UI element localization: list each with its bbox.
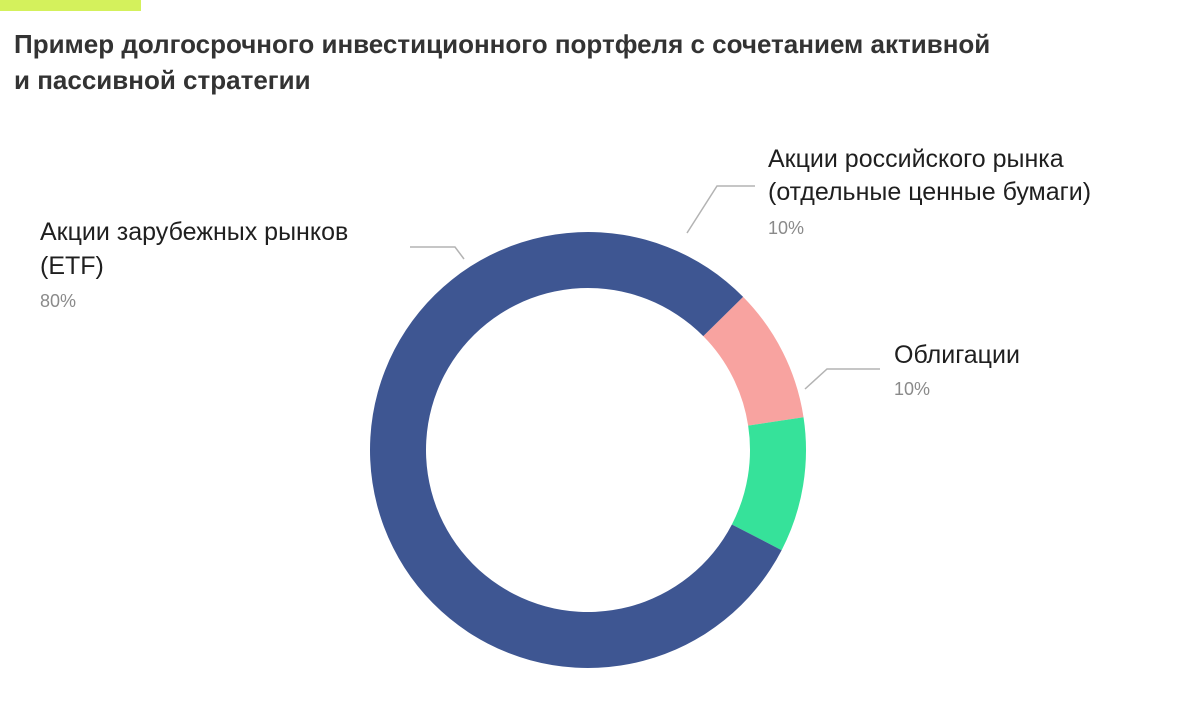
donut-slices [370, 231, 806, 668]
chart-title: Пример долгосрочного инвестиционного пор… [14, 26, 1114, 98]
slice-label-3-line-1: Акции зарубежных рынков [40, 218, 348, 246]
chart-title-line-2: и пассивной стратегии [14, 65, 311, 95]
slice-label-1-line-1: Акции российского рынка [768, 145, 1064, 173]
slice-label-1-line-2: (отдельные ценные бумаги) [768, 178, 1091, 206]
leader-line-2 [804, 368, 880, 390]
donut-slice-1 [703, 296, 804, 426]
slice-percent-2: 10% [894, 379, 930, 399]
chart-title-line-1: Пример долгосрочного инвестиционного пор… [14, 29, 991, 59]
donut-slice-2 [731, 417, 806, 551]
leader-line-3 [410, 246, 465, 260]
donut-labels: Акции российского рынка (отдельные ценные… [40, 145, 1091, 399]
donut-slice-3 [370, 231, 782, 668]
slice-percent-3: 80% [40, 291, 76, 311]
slice-percent-1: 10% [768, 218, 804, 238]
slice-label-3-line-2: (ETF) [40, 252, 104, 280]
leader-line-1 [686, 185, 755, 234]
accent-bar [0, 0, 141, 11]
slice-label-2-line-1: Облигации [894, 341, 1020, 369]
